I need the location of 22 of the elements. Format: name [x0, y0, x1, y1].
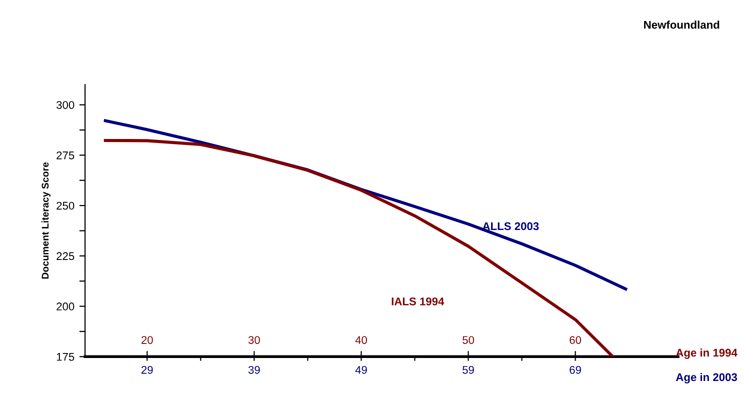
x-tick-label: 69: [570, 366, 581, 374]
x2-tick-label: 50: [462, 336, 474, 344]
y-tick-label: 250: [56, 202, 74, 210]
x2-tick-label: 40: [355, 336, 367, 344]
x2-tick-label: 60: [570, 336, 582, 344]
x-tick-label: 29: [142, 366, 153, 374]
x-tick-label: 39: [248, 366, 260, 374]
x2-tick-label: 20: [142, 336, 153, 344]
y-tick-label: 200: [56, 302, 74, 310]
x2-axis-title: Age in 1994: [676, 348, 738, 359]
y-tick-label: 300: [56, 101, 74, 109]
series-label: ALLS 2003: [482, 222, 539, 230]
x-axis-title: Age in 2003: [676, 372, 738, 384]
chart-title: Newfoundland: [644, 20, 720, 29]
text: IALS 1994: [392, 297, 444, 306]
y-tick-label: 175: [56, 353, 74, 361]
x-tick-label: 49: [355, 366, 367, 374]
y-tick-label: 225: [56, 252, 74, 260]
y-axis-title: Document Literacy Score: [41, 162, 51, 279]
x-tick-label: 59: [462, 366, 474, 374]
y-tick-label: 275: [56, 151, 74, 160]
x2-tick-label: 30: [248, 336, 260, 344]
